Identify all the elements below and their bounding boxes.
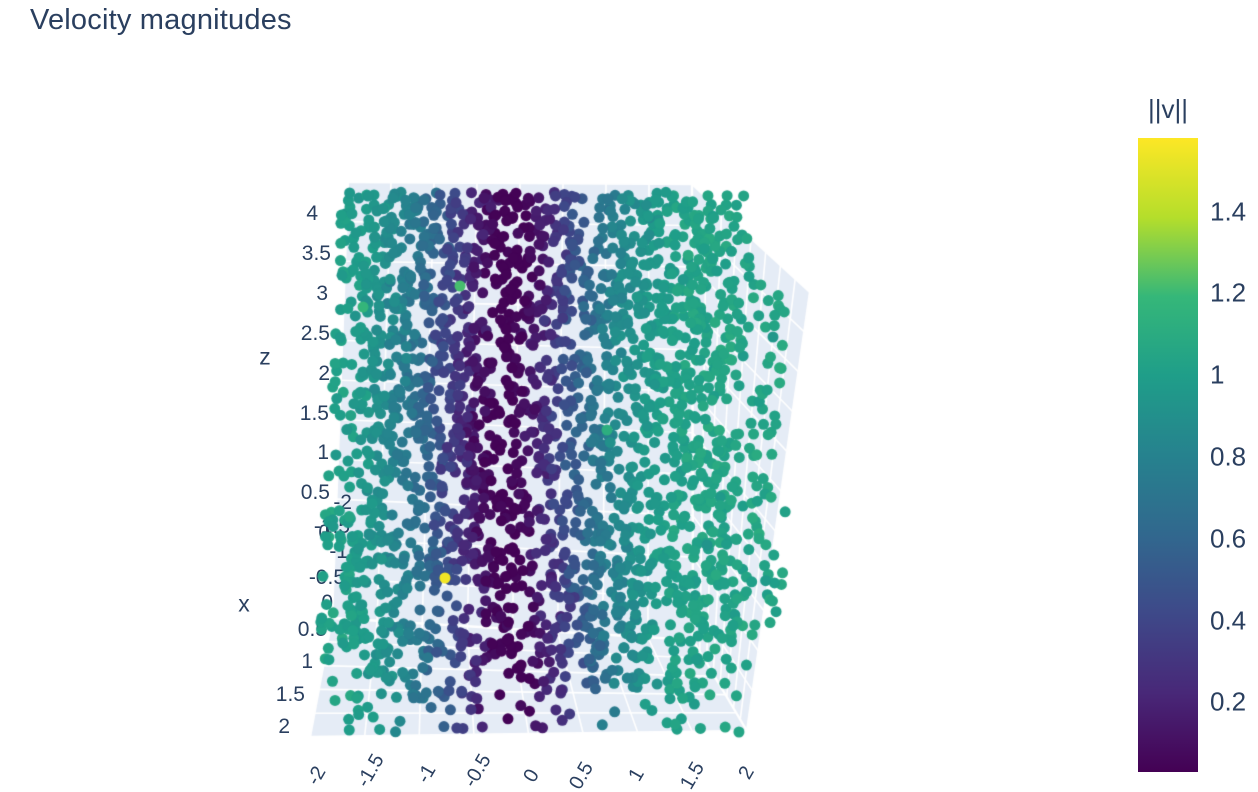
z-axis-title: z: [259, 343, 271, 370]
colorbar-tick: 1: [1210, 359, 1225, 390]
x-axis-tick: 1.5: [275, 683, 305, 706]
colorbar-tick: 0.2: [1210, 686, 1247, 717]
x-axis-tick: -1.5: [313, 515, 350, 538]
z-axis-tick: 4: [306, 202, 318, 225]
x-axis-tick: 2: [278, 715, 290, 738]
y-axis-tick: 1: [624, 764, 649, 786]
z-axis-tick: 3.5: [301, 241, 331, 265]
colorbar-tick: 0.6: [1210, 523, 1247, 554]
y-axis-tick: -2: [302, 762, 331, 789]
colorbar-title: ||v||: [1147, 94, 1188, 124]
x-axis-tick: -1: [329, 540, 348, 563]
colorbar-tick: 1.4: [1210, 196, 1247, 227]
colorbar-tick: 0.4: [1210, 605, 1247, 636]
y-axis-tick: 2: [734, 762, 759, 784]
z-axis-tick: 0.5: [300, 481, 330, 505]
y-axis-tick: 0: [519, 765, 544, 787]
y-axis-tick: -1: [412, 760, 441, 787]
x-axis-tick: 0.5: [297, 618, 327, 641]
z-axis-tick: 2: [318, 361, 330, 385]
x-axis-title: x: [238, 590, 250, 617]
x-axis-tick: -0.5: [308, 566, 345, 589]
z-axis-tick: 1.5: [299, 401, 329, 425]
z-axis-tick: 3: [316, 281, 328, 305]
z-axis-tick: 1: [317, 441, 329, 465]
x-axis-tick: 0: [321, 591, 333, 614]
colorbar-tick: 1.2: [1210, 277, 1247, 308]
y-axis-tick: -0.5: [459, 750, 496, 792]
colorbar-gradient: [1138, 138, 1198, 772]
z-axis-tick: 2.5: [300, 321, 330, 345]
x-axis-tick: -2: [333, 491, 352, 514]
y-axis-tick: 1.5: [676, 758, 710, 792]
colorbar-tick: 0.8: [1210, 441, 1247, 472]
y-axis-tick: -1.5: [352, 750, 389, 792]
y-axis-tick: 0.5: [565, 758, 599, 792]
x-axis-tick: 1: [301, 650, 313, 673]
